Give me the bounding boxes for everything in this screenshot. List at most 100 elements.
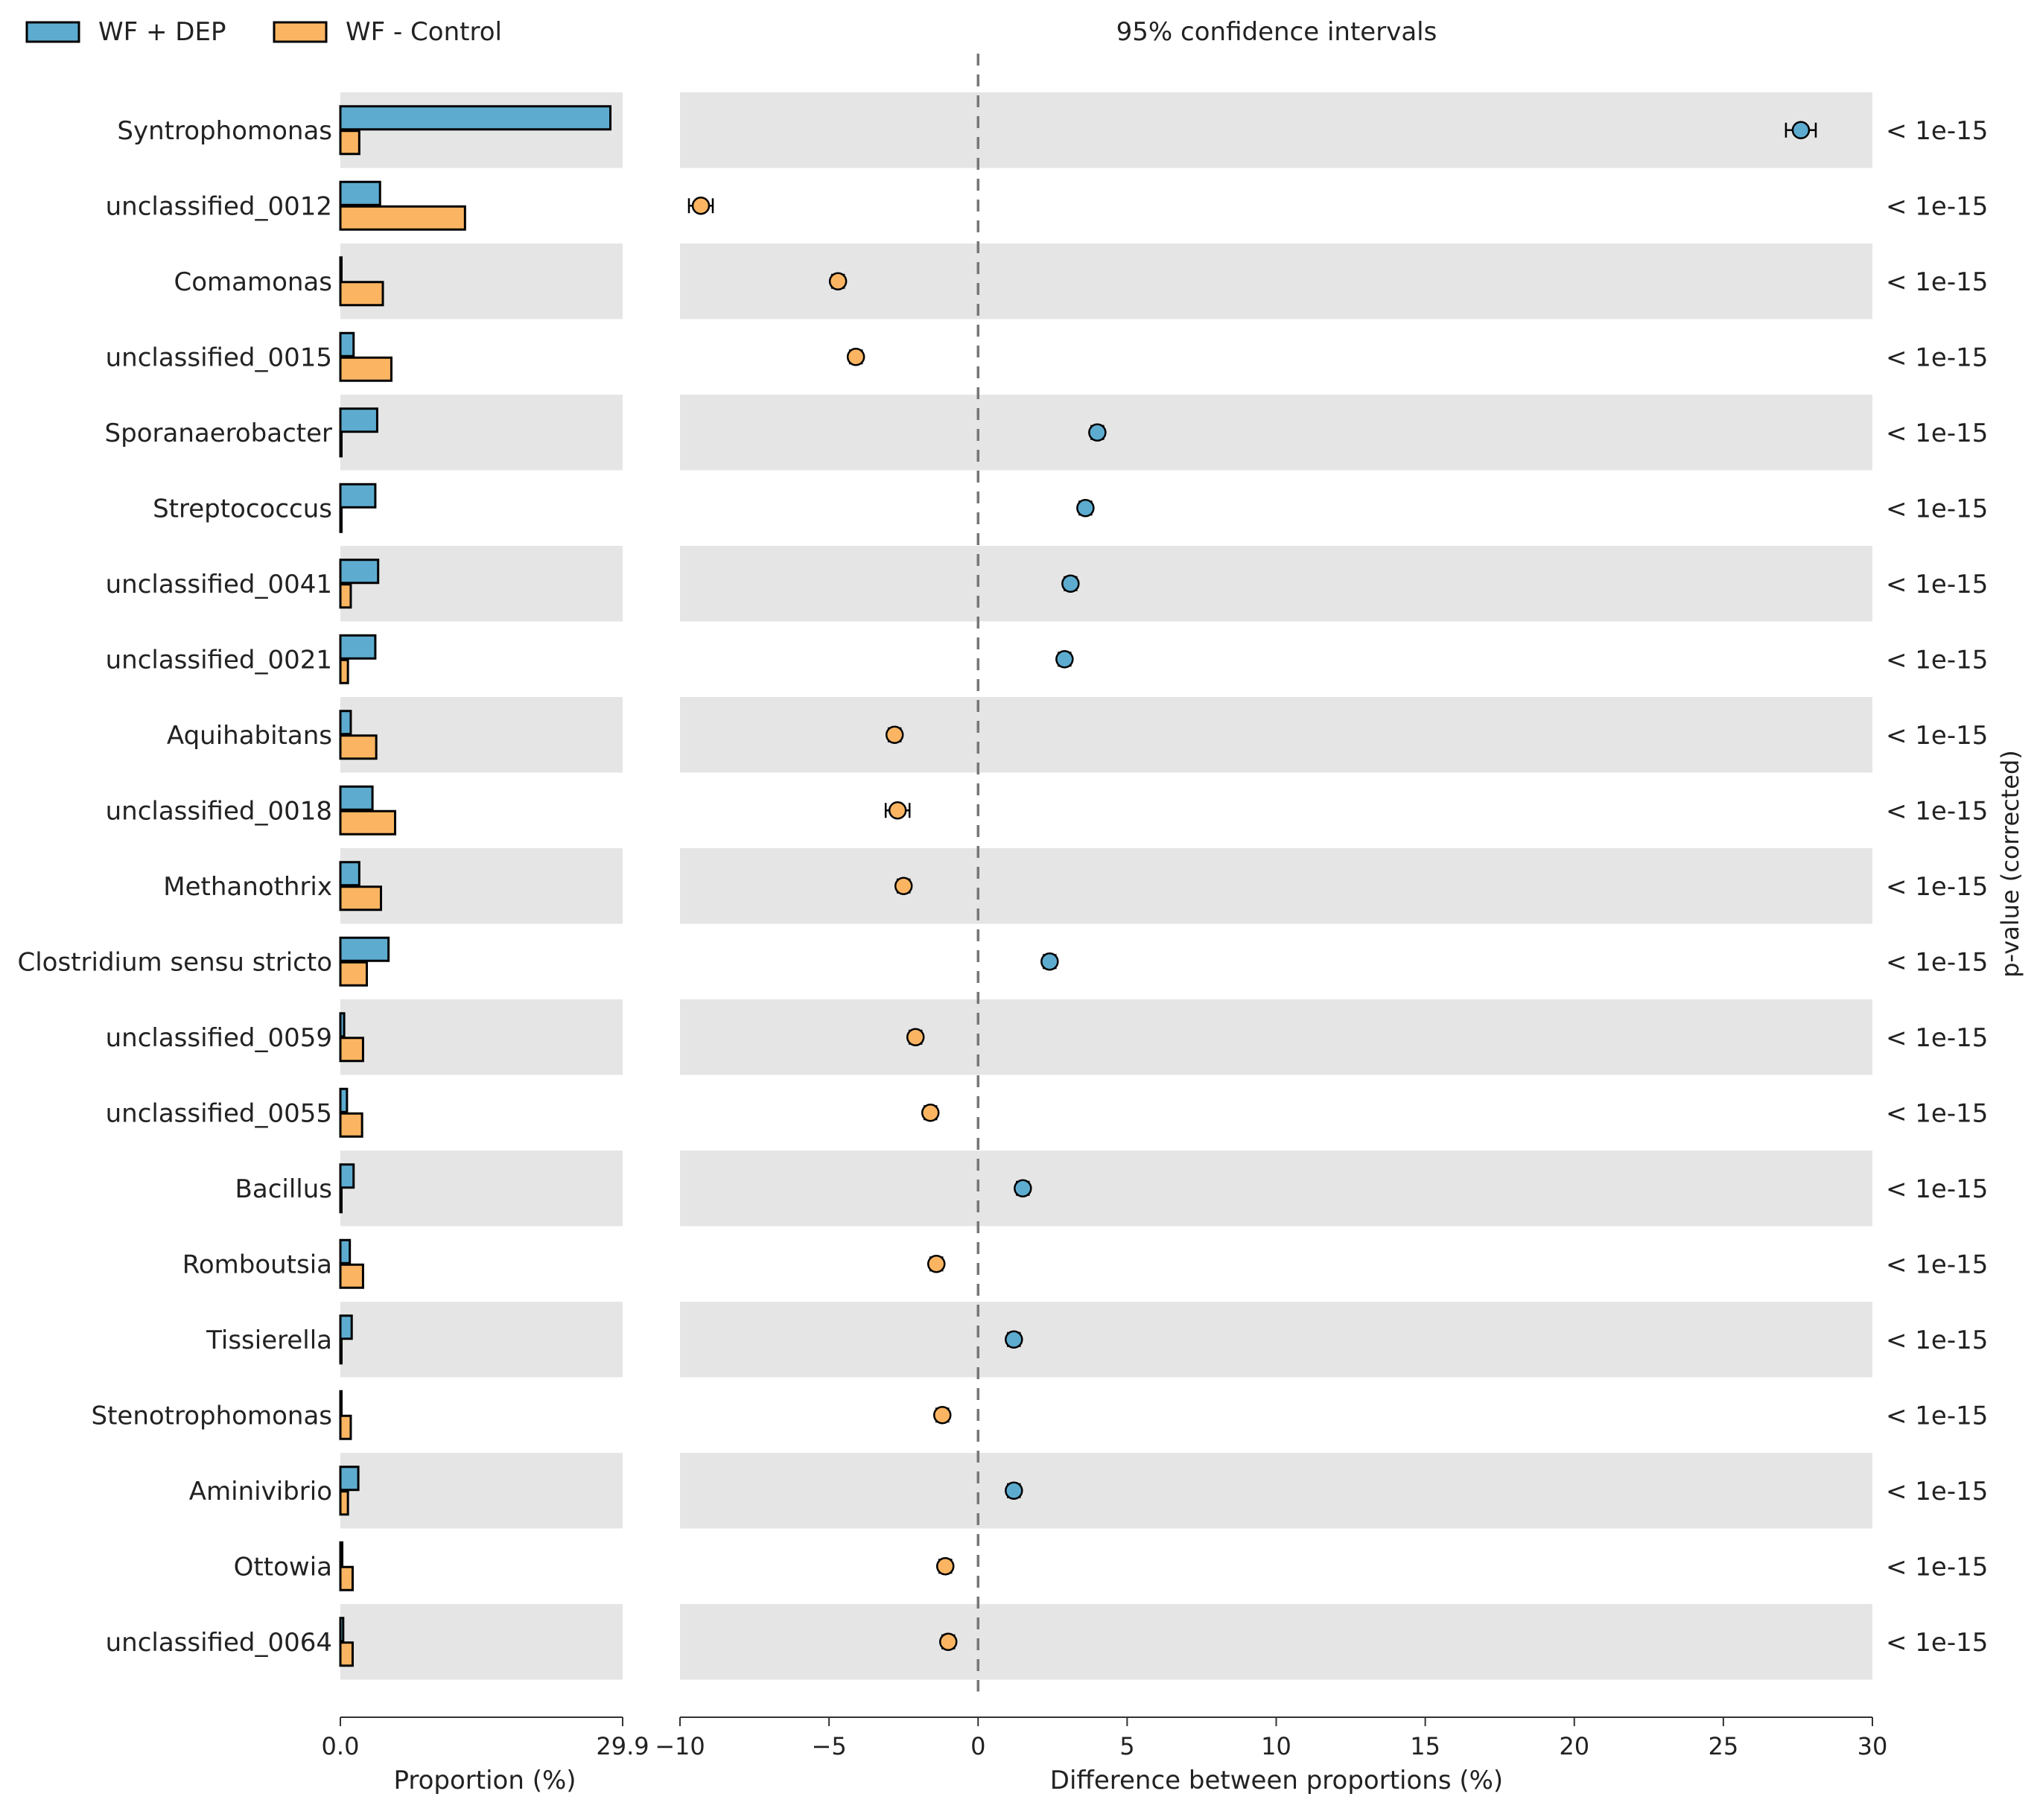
p-value-label: < 1e-15 [1886,1098,1988,1128]
bar-wf-control [339,130,360,156]
taxon-labels: Syntrophomonas unclassified_0012 Comamonas… [17,116,332,1658]
bar-wf-dep [339,1466,360,1492]
diff-panel-tick-label: 15 [1410,1732,1440,1760]
taxon-label: Aminivibrio [189,1477,332,1506]
diff-panel-tick-label: 30 [1858,1732,1888,1760]
p-value-labels: < 1e-15 < 1e-15 < 1e-15 < 1e-15 < 1e-15 < 1e-… [1886,116,1988,1658]
p-value-label: < 1e-15 [1886,872,1988,902]
bar-wf-dep [339,1617,345,1643]
bar-wf-control [339,1037,364,1063]
row-band-bar-panel [340,546,623,622]
taxon-label: unclassified_0018 [106,796,332,826]
p-value-label: < 1e-15 [1886,1174,1988,1204]
bar-wf-dep [339,1238,352,1264]
ci-title: 95% confidence intervals [1116,17,1437,47]
row-band-ci-panel [680,546,1872,622]
bar-wf-dep [339,180,381,206]
diff-panel-tick-label: 20 [1559,1732,1589,1760]
p-value-label: < 1e-15 [1886,645,1988,675]
difference-point [1088,423,1107,442]
row-band-ci-panel [680,395,1872,471]
bar-wf-control [339,1641,354,1667]
taxon-label: Tissierella [206,1326,332,1355]
p-value-label: < 1e-15 [1886,343,1988,372]
bar-wf-dep [339,634,377,660]
row-band-bar-panel [340,1151,623,1226]
row-band-bar-panel [340,848,623,924]
bar-wf-control [339,1112,363,1138]
taxon-label: unclassified_0041 [106,570,332,599]
difference-point [935,1557,955,1576]
diff-panel-tick-label: 5 [1119,1732,1134,1760]
p-value-label: < 1e-15 [1886,1401,1988,1431]
row-band-ci-panel [680,1453,1872,1529]
bar-wf-control [339,1188,343,1214]
difference-point [932,1406,952,1425]
legend-swatch-wf-dep [25,21,80,43]
taxon-label: Aquihabitans [167,721,332,751]
bar-wf-dep [339,710,352,736]
p-value-label: < 1e-15 [1886,721,1988,751]
bar-wf-dep [339,1541,344,1567]
bar-wf-dep [339,559,380,585]
diff-panel-xlabel: Difference between proportions (%) [1050,1766,1503,1795]
p-value-label: < 1e-15 [1886,191,1988,221]
bar-wf-dep [339,483,377,509]
diff-panel-tick-label: 0 [970,1732,985,1760]
p-value-label: < 1e-15 [1886,267,1988,297]
row-band-ci-panel [680,999,1872,1075]
taxon-label: unclassified_0012 [106,191,332,221]
p-value-label: < 1e-15 [1886,419,1988,448]
difference-point [1055,650,1074,669]
row-band-ci-panel [680,848,1872,924]
row-band-bar-panel [340,244,623,319]
taxon-label: Sporanaerobacter [105,419,332,448]
diff-panel-tick-label: −10 [655,1732,705,1760]
taxon-label: Bacillus [235,1174,332,1204]
taxon-label: Stenotrophomonas [92,1401,333,1431]
legend: WF + DEP WF - Control [25,17,502,47]
diff-panel-tick-label: −5 [812,1732,847,1760]
difference-point [894,876,913,895]
bar-wf-dep [339,861,360,887]
bar-wf-control [339,961,368,987]
bar-wf-dep [339,1087,349,1113]
bar-wf-control [339,885,383,911]
difference-point [1005,1330,1023,1349]
taxon-label: unclassified_0064 [106,1628,332,1658]
difference-point [846,348,865,366]
proportion-bars [339,105,612,1667]
difference-point [1040,952,1059,971]
bar-wf-control [339,1565,354,1591]
difference-point [885,725,904,744]
difference-point [888,801,907,820]
bar-wf-control [339,1339,343,1365]
bar-wf-control [339,734,378,760]
difference-point [938,1632,958,1651]
p-value-label: < 1e-15 [1886,570,1988,599]
row-band-ci-panel [680,1604,1872,1680]
difference-point [921,1104,940,1122]
bar-wf-dep [339,256,343,282]
taxon-label: Syntrophomonas [117,116,332,146]
bar-wf-control [339,1490,349,1516]
bar-wf-dep [339,785,374,811]
legend-label-wf-dep: WF + DEP [98,17,226,47]
difference-point [1791,121,1811,139]
taxon-label: Comamonas [174,267,332,297]
p-value-label: < 1e-15 [1886,1250,1988,1279]
taxon-label: unclassified_0015 [106,343,332,372]
bar-panel-tick-label: 0.0 [322,1732,360,1760]
taxon-label: Romboutsia [182,1250,332,1279]
bar-wf-control [339,356,393,382]
p-value-label: < 1e-15 [1886,796,1988,826]
difference-point [906,1028,925,1046]
p-value-label: < 1e-15 [1886,1326,1988,1355]
p-value-label: < 1e-15 [1886,1023,1988,1053]
bar-wf-control [339,1263,364,1289]
row-band-bar-panel [340,1604,623,1680]
row-band-bar-panel [340,697,623,773]
p-value-label: < 1e-15 [1886,1552,1988,1582]
row-backgrounds [340,92,1872,1680]
difference-point [1005,1481,1023,1500]
